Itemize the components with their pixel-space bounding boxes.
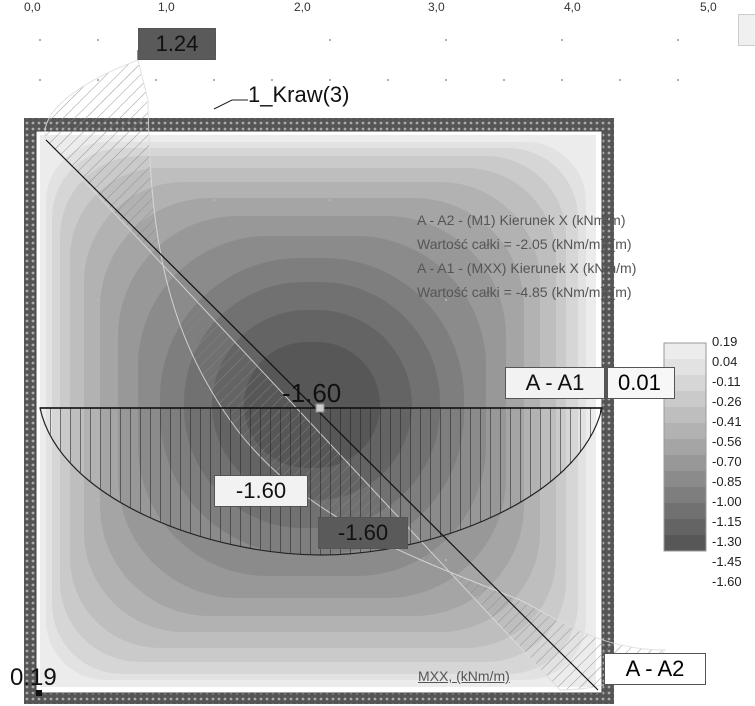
ruler-tick: 1,0	[158, 0, 175, 14]
section-a1-min-value: -1.60	[214, 475, 308, 507]
legend-label: -1.15	[712, 514, 742, 529]
legend-label: -1.45	[712, 554, 742, 569]
section-a2-label[interactable]: A - A2	[604, 653, 706, 685]
section-a1-value: 0.01	[607, 367, 675, 399]
info-line: Wartość całki = -2.05 (kNm/m)*(m)	[417, 236, 632, 252]
result-type-label: MXX, (kNm/m)	[418, 668, 510, 684]
section-a1-diagram	[39, 407, 603, 556]
info-line: A - A2 - (M1) Kierunek X (kNm/m)	[417, 212, 626, 228]
legend-label: -0.41	[712, 414, 742, 429]
max-value-box: 1.24	[138, 28, 216, 60]
legend-label: 0.19	[712, 334, 738, 349]
legend-label: -0.11	[712, 374, 741, 389]
legend-label: -0.70	[712, 454, 742, 469]
corner-value: 0.19	[10, 664, 57, 691]
ruler-tick: 5,0	[700, 0, 717, 14]
info-line: A - A1 - (MXX) Kierunek X (kNm/m)	[417, 260, 637, 276]
center-value: -1.60	[282, 378, 342, 408]
legend-label: -0.26	[712, 394, 742, 409]
edge-label: 1_Kraw(3)	[248, 82, 350, 107]
section-a1-label[interactable]: A - A1	[505, 367, 605, 399]
legend-label: -1.00	[712, 494, 742, 509]
section-a2-diagram	[44, 59, 667, 691]
legend-label: -0.56	[712, 434, 742, 449]
section-line-a2	[45, 139, 599, 691]
legend-label: -1.30	[712, 534, 742, 549]
ruler-tick: 2,0	[294, 0, 311, 14]
legend-label: -0.85	[712, 474, 742, 489]
section-a2-min-value: -1.60	[318, 517, 408, 549]
ruler-tick: 0,0	[24, 0, 41, 14]
ruler-tick: 3,0	[428, 0, 445, 14]
legend-label: -1.60	[712, 574, 742, 589]
info-line: Wartość całki = -4.85 (kNm/m)*(m)	[417, 284, 632, 300]
side-tool-button[interactable]	[738, 14, 755, 46]
legend-label: 0.04	[712, 354, 738, 369]
ruler-tick: 4,0	[564, 0, 581, 14]
legend-swatches	[663, 342, 707, 552]
